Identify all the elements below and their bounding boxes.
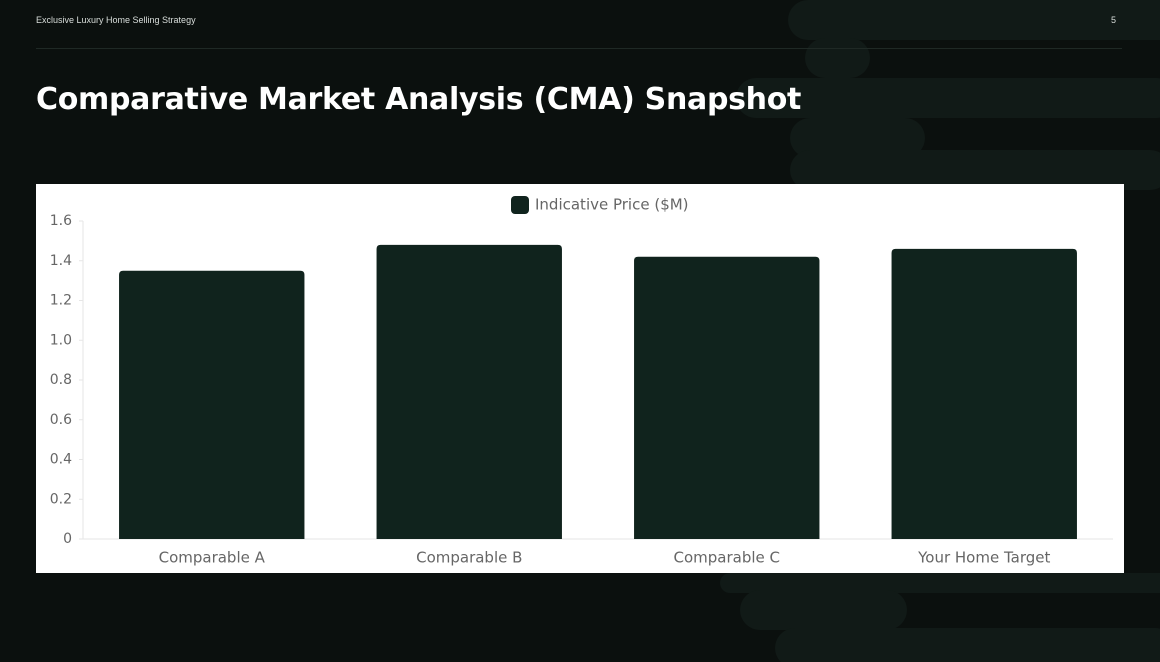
slide-title: Comparative Market Analysis (CMA) Snapsh… [36, 82, 802, 117]
header-rule [36, 48, 1122, 49]
x-tick-label: Comparable B [416, 549, 522, 567]
bar [376, 244, 562, 539]
chart: 0 0.2 0.4 0.6 0.8 1.0 1.2 1.4 1.6 Indicative Pric… [36, 184, 1124, 573]
y-tick-label: 1.0 [50, 332, 72, 348]
y-tick-label: 0.2 [50, 491, 72, 507]
y-tick-label: 1.2 [50, 293, 72, 309]
bar [891, 248, 1077, 539]
y-tick-label: 0.4 [50, 452, 72, 468]
x-tick-label: Comparable A [159, 549, 266, 567]
header-text: Exclusive Luxury Home Selling Strategy [36, 15, 196, 25]
x-tick-label: Comparable C [674, 549, 781, 567]
y-tick-label: 0.8 [50, 372, 72, 388]
bar [634, 256, 820, 539]
y-tick-label: 1.4 [50, 253, 72, 269]
y-tick-label: 0.6 [50, 412, 72, 428]
page-number: 5 [1110, 15, 1116, 25]
x-tick-label: Your Home Target [917, 549, 1050, 567]
legend-label: Indicative Price ($M) [535, 196, 689, 214]
legend-swatch [511, 196, 529, 214]
y-tick-label: 0 [63, 531, 72, 547]
y-tick-label: 1.6 [50, 213, 72, 229]
bar [119, 270, 305, 539]
